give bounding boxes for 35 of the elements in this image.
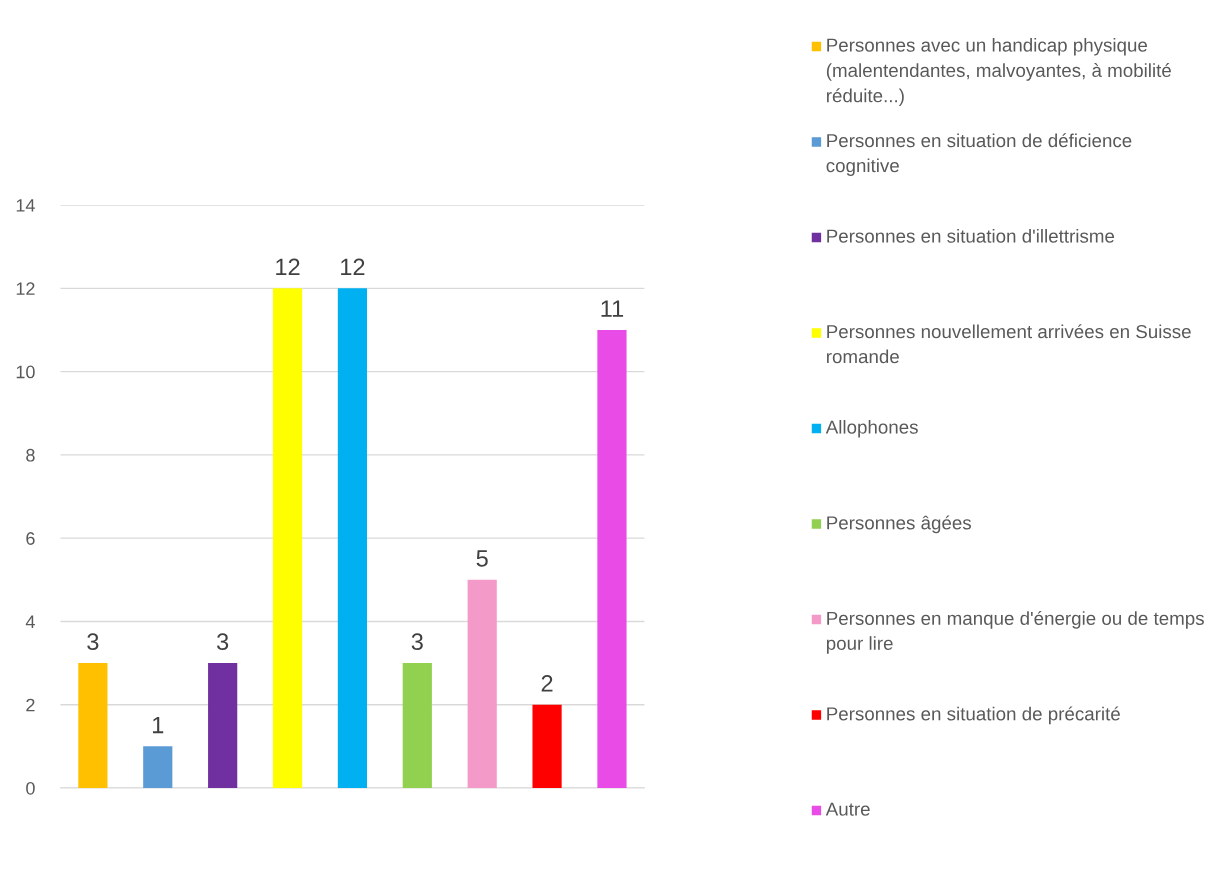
y-tick-label: 6: [26, 532, 35, 545]
y-tick-label: 14: [16, 199, 35, 212]
data-label: 1: [153, 716, 164, 734]
y-tick-label: 0: [26, 781, 35, 795]
bar: [337, 288, 368, 789]
legend-label: Personnes nouvellement arrivées en Suisse romande: [826, 324, 1191, 364]
data-label: 3: [87, 633, 99, 651]
legend-label: Personnes avec un handicap physique (malentendantes, malvoyantes, à mobilité réduite...): [826, 38, 1171, 107]
legend-label: Personnes en manque d'énergie ou de temps pour lire: [826, 611, 1204, 654]
y-tick-label: 10: [16, 365, 35, 379]
bar: [532, 704, 562, 789]
legend-label: Personnes en situation d'illettrisme: [827, 229, 1115, 243]
data-label: 11: [601, 300, 624, 317]
y-tick-label: 2: [26, 698, 35, 712]
bar: [597, 329, 627, 789]
legend-label: Personnes âgées: [827, 515, 972, 534]
data-label: 12: [341, 258, 365, 276]
data-label: 3: [411, 633, 423, 651]
data-label: 3: [216, 633, 229, 651]
bar: [208, 663, 238, 789]
legend-label: Personnes en situation de précarité: [827, 706, 1120, 725]
bar: [78, 663, 108, 789]
bar: [467, 579, 497, 789]
bar: [272, 288, 303, 789]
legend-label: Autre: [825, 802, 870, 816]
data-label: 2: [541, 675, 553, 692]
bar: [402, 663, 432, 789]
legend-label: Allophones: [825, 420, 918, 438]
y-tick-label: 8: [26, 448, 35, 462]
data-label: 5: [476, 550, 488, 567]
legend-label: Personnes en situation de déficience cognitive: [826, 133, 1132, 176]
bar: [143, 746, 173, 789]
y-tick-label: 4: [25, 615, 35, 628]
data-label: 12: [276, 258, 300, 276]
y-tick-label: 12: [16, 282, 35, 295]
